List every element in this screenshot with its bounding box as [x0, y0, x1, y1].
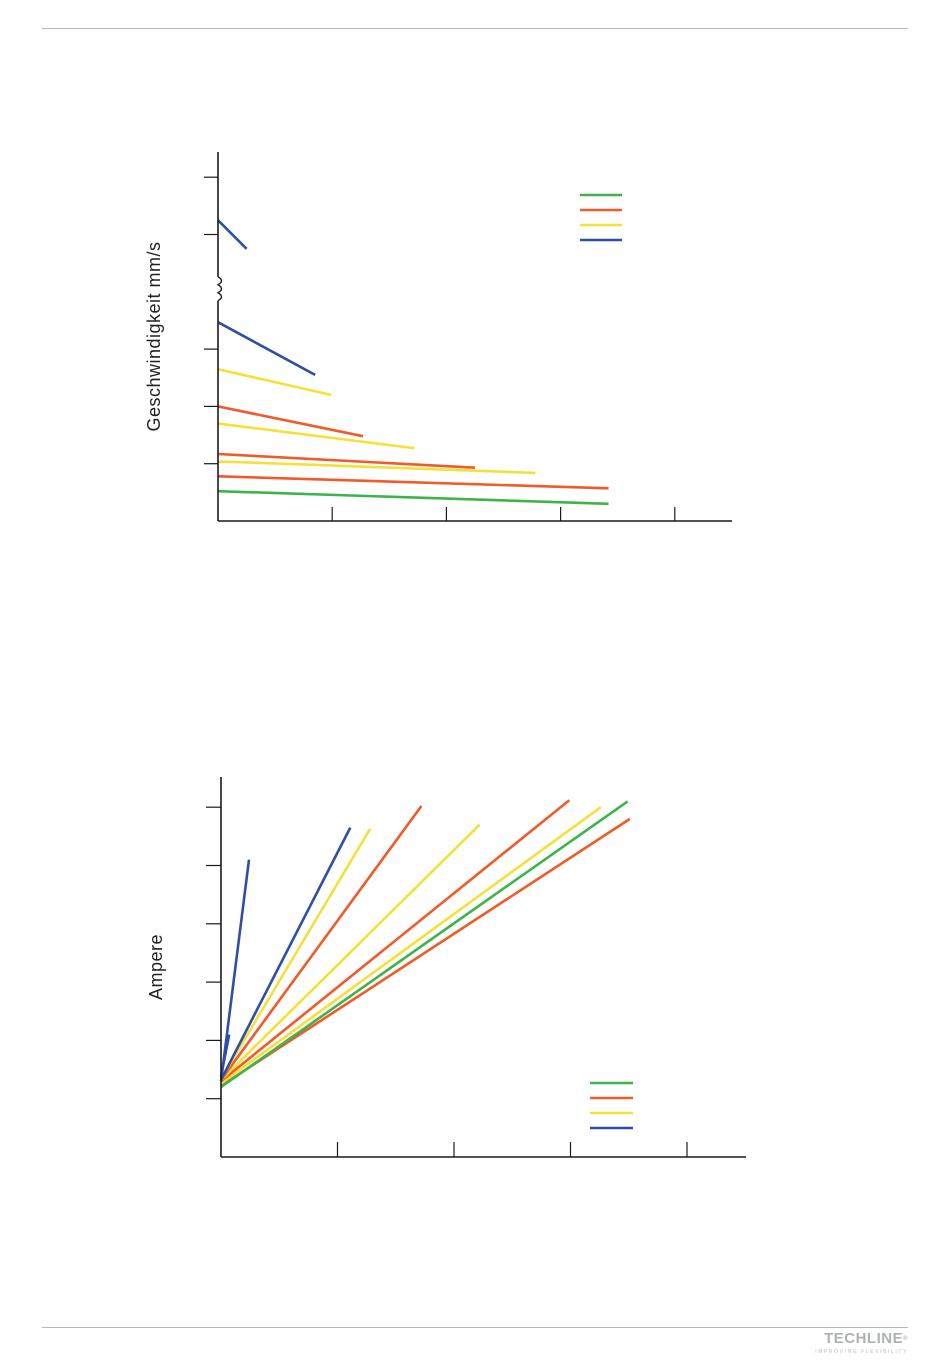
top-rule [42, 28, 908, 29]
series-line-9 [217, 219, 248, 250]
series-line-5 [220, 823, 481, 1081]
brand-tagline: IMPROVING FLEXIBILITY [815, 1349, 908, 1355]
legend [590, 1081, 633, 1130]
bottom-rule [42, 1327, 908, 1328]
series-line-9 [219, 859, 251, 1082]
series-line-4 [217, 452, 475, 469]
y-axis-title: Geschwindigkeit mm/s [144, 241, 164, 431]
series-lines [219, 799, 631, 1089]
series-line-3 [220, 806, 602, 1085]
y-axis-break [216, 276, 223, 302]
legend [580, 193, 622, 242]
brand-name: TECHLINE® [824, 1330, 908, 1347]
speed-chart: Geschwindigkeit mm/s [144, 152, 732, 522]
y-axis-title: Ampere [146, 934, 166, 1000]
current-chart: Ampere [146, 777, 746, 1158]
series-line-2 [220, 800, 629, 1089]
series-line-7 [219, 828, 372, 1080]
series-line-8 [219, 827, 352, 1081]
series-line-3 [217, 460, 536, 475]
series-line-4 [220, 799, 571, 1083]
series-line-7 [217, 367, 332, 397]
series-line-2 [217, 475, 609, 490]
series-line-6 [217, 405, 364, 438]
techline-logo: TECHLINE® IMPROVING FLEXIBILITY [815, 1331, 908, 1356]
series-line-6 [219, 805, 423, 1081]
series-line-1 [217, 489, 609, 506]
series-line-10 [219, 1034, 231, 1077]
series-line-5 [217, 422, 415, 450]
series-lines [217, 219, 609, 506]
series-line-1 [220, 817, 631, 1087]
series-line-8 [217, 321, 316, 377]
